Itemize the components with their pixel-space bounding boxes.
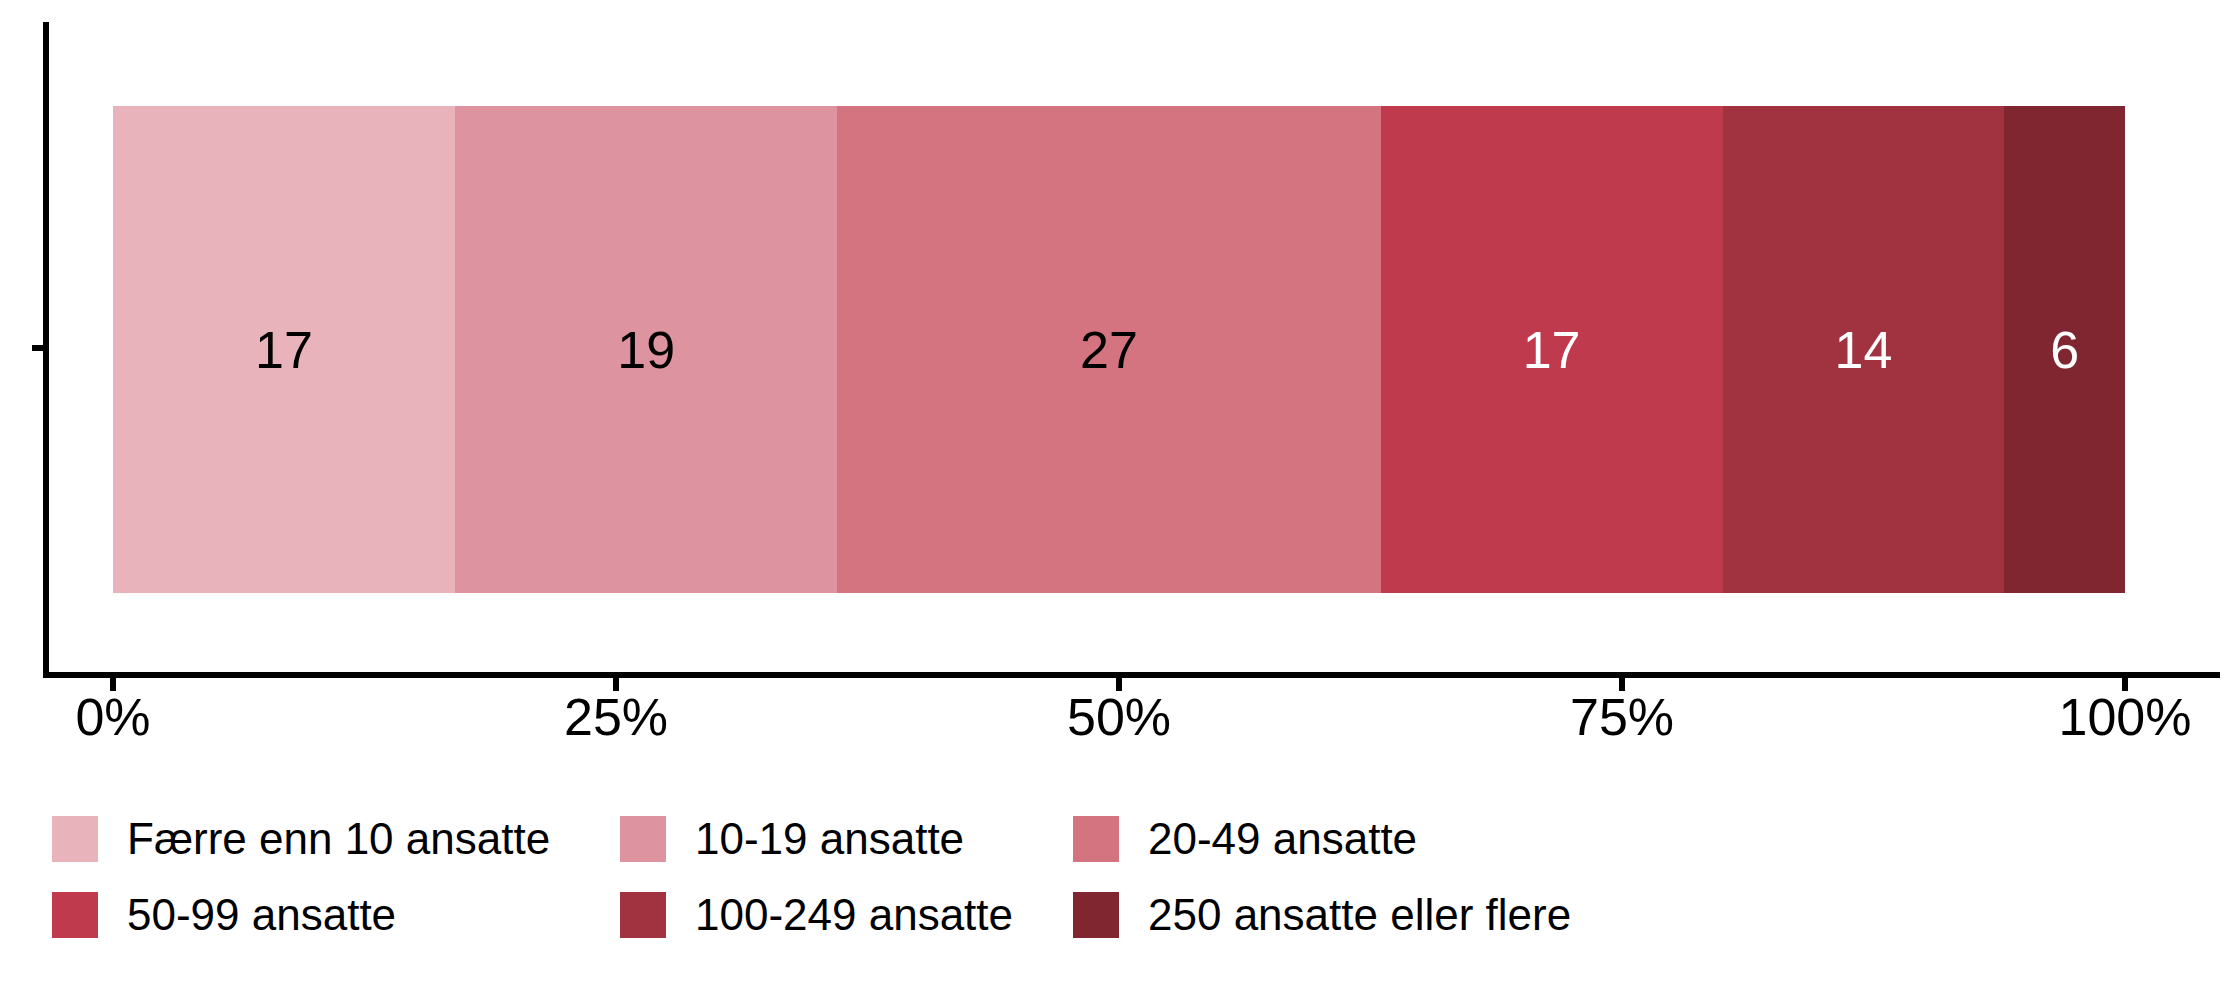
legend-swatch-icon xyxy=(620,892,666,938)
segment-value-label: 6 xyxy=(2050,324,2079,376)
legend-item-50-99: 50-99 ansatte xyxy=(52,892,396,938)
x-axis-line xyxy=(43,672,2220,678)
bar-segment-50-99: 17 xyxy=(1381,106,1723,593)
legend-label: 100-249 ansatte xyxy=(695,893,1013,937)
legend-item-10-19: 10-19 ansatte xyxy=(620,816,964,862)
bar-segment-10-19: 19 xyxy=(455,106,837,593)
legend-swatch-icon xyxy=(620,816,666,862)
legend-item-faerre-enn-10: Færre enn 10 ansatte xyxy=(52,816,550,862)
bar-segment-250-eller-flere: 6 xyxy=(2004,106,2125,593)
y-axis-line xyxy=(43,22,49,677)
legend-label: 20-49 ansatte xyxy=(1148,817,1417,861)
legend-label: 250 ansatte eller flere xyxy=(1148,893,1571,937)
legend-item-20-49: 20-49 ansatte xyxy=(1073,816,1417,862)
x-tick-label-50: 50% xyxy=(1067,686,1171,748)
segment-value-label: 19 xyxy=(617,324,675,376)
chart-canvas: 17 19 27 17 14 6 0% 25% 50% 75% 100% Fær… xyxy=(0,0,2240,988)
legend-swatch-icon xyxy=(1073,816,1119,862)
x-tick-label-0: 0% xyxy=(75,686,150,748)
segment-value-label: 17 xyxy=(255,324,313,376)
legend-label: 10-19 ansatte xyxy=(695,817,964,861)
bar-segment-100-249: 14 xyxy=(1723,106,2005,593)
bar-segment-20-49: 27 xyxy=(837,106,1380,593)
legend-swatch-icon xyxy=(1073,892,1119,938)
x-tick-label-25: 25% xyxy=(564,686,668,748)
legend-swatch-icon xyxy=(52,816,98,862)
x-tick-label-75: 75% xyxy=(1570,686,1674,748)
y-axis-tick xyxy=(32,345,43,351)
legend-label: Færre enn 10 ansatte xyxy=(127,817,550,861)
segment-value-label: 17 xyxy=(1523,324,1581,376)
segment-value-label: 14 xyxy=(1834,324,1892,376)
legend-swatch-icon xyxy=(52,892,98,938)
legend-label: 50-99 ansatte xyxy=(127,893,396,937)
segment-value-label: 27 xyxy=(1080,324,1138,376)
legend-item-100-249: 100-249 ansatte xyxy=(620,892,1013,938)
bar-segment-faerre-enn-10: 17 xyxy=(113,106,455,593)
stacked-bar: 17 19 27 17 14 6 xyxy=(113,106,2125,593)
legend-item-250-eller-flere: 250 ansatte eller flere xyxy=(1073,892,1571,938)
x-tick-label-100: 100% xyxy=(2059,686,2192,748)
